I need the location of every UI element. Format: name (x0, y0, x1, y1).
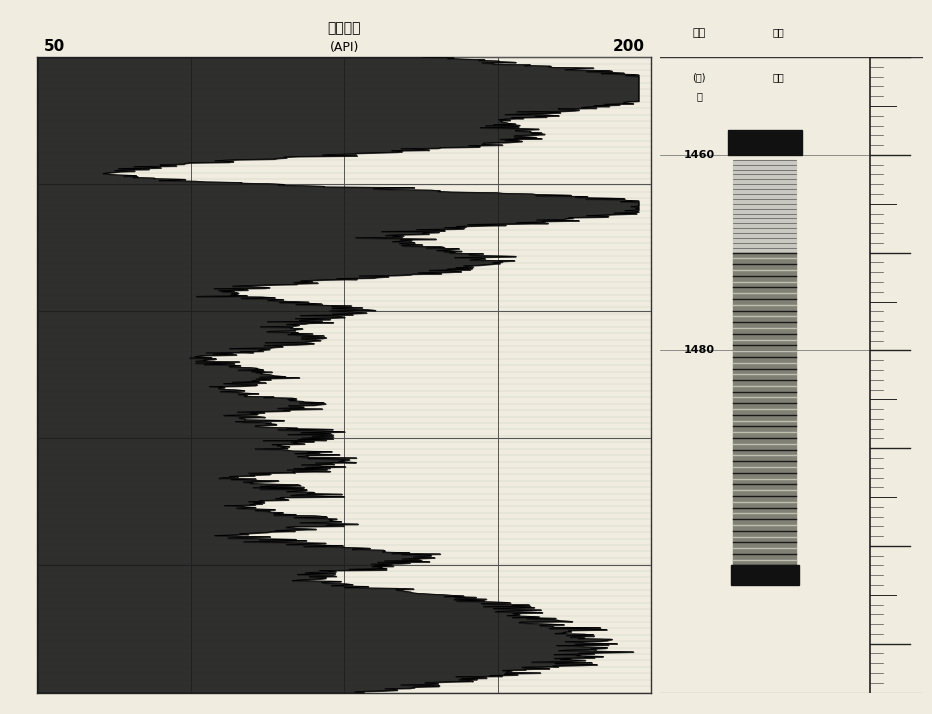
Bar (731, 565, 799, 585)
Text: 分层: 分层 (772, 28, 784, 38)
Bar (728, 131, 802, 155)
Text: 50: 50 (44, 39, 64, 54)
Text: (千): (千) (692, 72, 706, 82)
Text: 层位: 层位 (692, 28, 706, 38)
Text: 200: 200 (612, 39, 645, 54)
Text: 1460: 1460 (683, 150, 715, 160)
Text: (API): (API) (329, 41, 359, 54)
Text: 描述: 描述 (772, 72, 784, 82)
Bar (733, 253, 797, 565)
Text: 米: 米 (696, 91, 702, 101)
Text: 1480: 1480 (684, 346, 715, 356)
Text: 自然伽玛: 自然伽玛 (327, 21, 361, 35)
Bar (733, 160, 797, 253)
